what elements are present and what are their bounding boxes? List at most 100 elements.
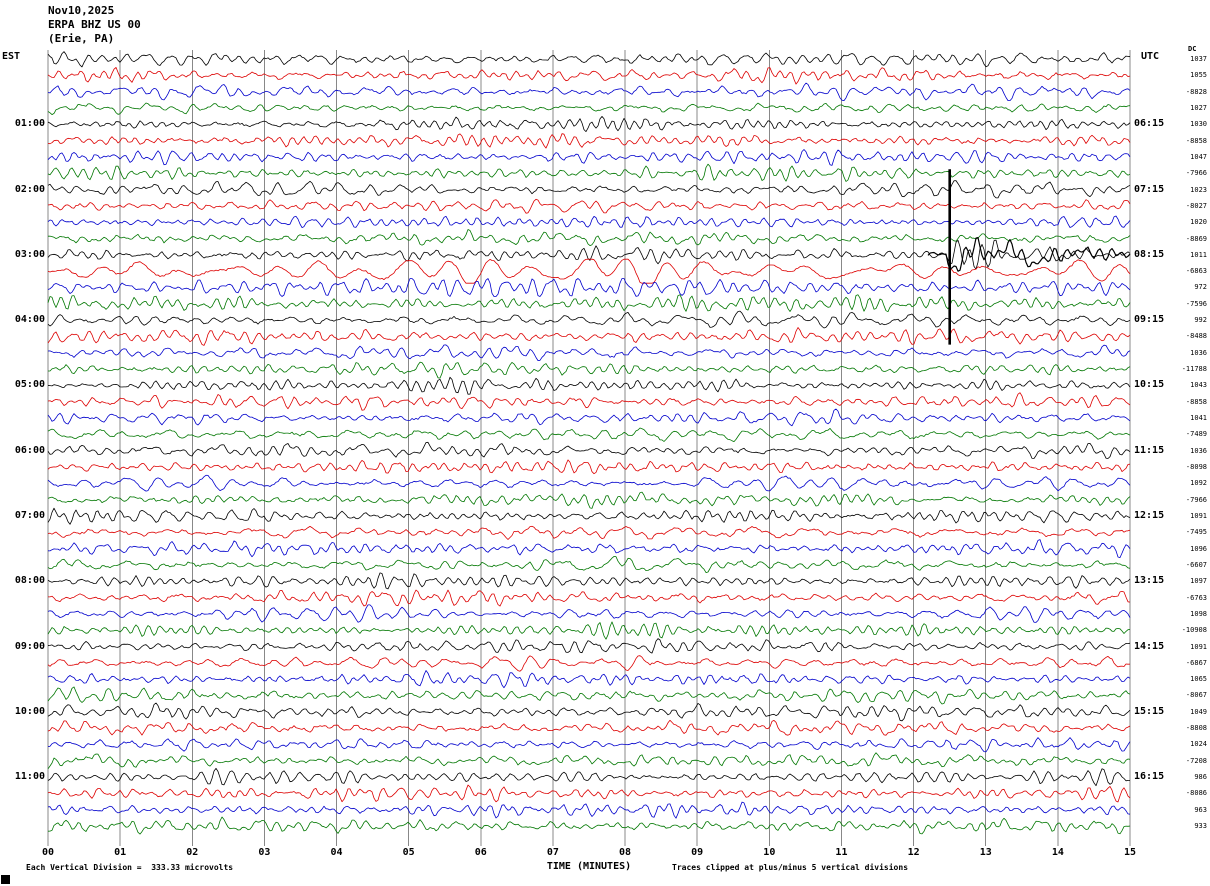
- utc-hour-label: 06:15: [1134, 118, 1165, 130]
- dc-offset-value: -8858: [1185, 397, 1207, 406]
- x-tick-label: 02: [186, 847, 199, 858]
- x-axis-title: TIME (MINUTES): [546, 861, 632, 872]
- dc-offset-value: -6763: [1185, 593, 1207, 602]
- dc-offset-value: 1036: [1190, 446, 1207, 455]
- seismic-trace-row: [47, 638, 1131, 654]
- dc-offset-value: -8858: [1185, 136, 1207, 145]
- utc-hour-label: 13:15: [1134, 575, 1165, 587]
- dc-offset-value: 1092: [1190, 479, 1207, 488]
- est-hour-label: 02:00: [14, 183, 45, 195]
- seismic-trace-row: [47, 507, 1131, 525]
- est-hour-label: 11:00: [14, 771, 45, 783]
- dc-offset-value: 1096: [1190, 544, 1207, 553]
- dc-offset-value: 1055: [1190, 71, 1207, 80]
- x-tick-label: 10: [763, 847, 776, 858]
- est-hour-label: 09:00: [14, 640, 45, 652]
- header-date: Nov10,2025: [48, 4, 115, 17]
- utc-hour-label: 09:15: [1134, 314, 1165, 326]
- dc-offset-value: 1030: [1190, 120, 1207, 129]
- dc-offset-value: -7596: [1185, 299, 1207, 308]
- dc-offset-value: -6607: [1185, 560, 1207, 569]
- dc-offset-value: 1020: [1190, 218, 1207, 227]
- dc-offset-value: 1024: [1190, 740, 1207, 749]
- seismic-trace-row: [47, 752, 1131, 770]
- seismic-trace-row: [47, 784, 1131, 803]
- seismic-trace-row: [47, 82, 1131, 101]
- utc-hour-label: 12:15: [1134, 509, 1165, 521]
- vertical-division-note: Each Vertical Division = 333.33 microvol…: [26, 863, 234, 872]
- dc-offset-value: -6867: [1185, 658, 1207, 667]
- seismic-trace-row: [47, 702, 1131, 722]
- dc-offset-value: 1011: [1190, 250, 1207, 259]
- seismic-trace-row: [47, 310, 1131, 329]
- seismic-trace-row: [47, 376, 1131, 395]
- dc-offset-value: -8086: [1185, 789, 1207, 798]
- seismic-trace-row: [47, 294, 1131, 313]
- dc-offset-value: -8808: [1185, 724, 1207, 733]
- utc-hour-label: 14:15: [1134, 640, 1165, 652]
- dc-offset-value: 1047: [1190, 152, 1207, 161]
- est-hour-label: 07:00: [14, 509, 45, 521]
- dc-offset-value: 1041: [1190, 414, 1207, 423]
- x-tick-label: 07: [546, 847, 559, 858]
- dc-offset-value: -8488: [1185, 332, 1207, 341]
- x-tick-label: 08: [619, 847, 632, 858]
- dc-offset-value: 992: [1194, 316, 1207, 325]
- utc-hour-label: 10:15: [1134, 379, 1165, 391]
- dc-offset-value: 1036: [1190, 348, 1207, 357]
- x-tick-label: 14: [1051, 847, 1064, 858]
- seismic-trace-row: [47, 198, 1131, 214]
- seismic-trace-row: [47, 621, 1131, 640]
- seismic-trace-row: [47, 670, 1131, 689]
- seismic-trace-row: [47, 767, 1130, 787]
- dc-column-label: DC: [1188, 45, 1197, 53]
- dc-offset-value: -8869: [1185, 234, 1207, 243]
- est-hour-label: 06:00: [14, 444, 45, 456]
- dc-offset-value: 1049: [1190, 707, 1207, 716]
- dc-offset-value: -11788: [1181, 365, 1207, 374]
- seismic-trace-row: [47, 427, 1131, 443]
- dc-offset-value: 933: [1194, 822, 1207, 831]
- x-tick-label: 15: [1123, 847, 1137, 858]
- x-tick-label: 01: [114, 847, 127, 858]
- seismic-trace-row: [48, 589, 1131, 607]
- x-tick-label: 05: [402, 847, 415, 858]
- seismic-trace-row: [47, 327, 1131, 346]
- x-tick-label: 09: [691, 847, 704, 858]
- dc-offset-value: 1043: [1190, 381, 1207, 390]
- dc-offset-value: 1091: [1190, 511, 1207, 520]
- left-axis-label: EST: [2, 51, 21, 62]
- seismic-trace-row: [47, 163, 1131, 182]
- est-hour-label: 03:00: [14, 248, 45, 260]
- dc-offset-value: -6863: [1185, 267, 1207, 276]
- utc-hour-label: 08:15: [1134, 248, 1165, 260]
- seismic-trace-row: [927, 237, 1131, 272]
- dc-offset-value: -7208: [1185, 756, 1207, 765]
- seismic-trace-row: [47, 51, 1131, 68]
- seismic-trace-row: [47, 816, 1131, 835]
- utc-hour-label: 16:15: [1134, 771, 1165, 783]
- est-hour-label: 05:00: [14, 379, 45, 391]
- seismic-trace-row: [48, 361, 1131, 379]
- header-station: ERPA BHZ US 00: [48, 18, 141, 31]
- dc-offset-value: -7966: [1185, 169, 1207, 178]
- seismic-trace-row: [47, 102, 1131, 115]
- seismic-trace-row: [47, 408, 1131, 427]
- utc-hour-label: 07:15: [1134, 183, 1165, 195]
- seismic-trace-row: [47, 491, 1131, 509]
- seismic-trace-row: [47, 604, 1131, 623]
- seismic-trace-row: [47, 180, 1131, 199]
- corner-mark: [1, 875, 10, 884]
- x-tick-label: 12: [907, 847, 920, 858]
- est-hour-label: 01:00: [14, 118, 45, 130]
- seismic-trace-row: [47, 278, 1131, 297]
- x-tick-label: 11: [835, 847, 848, 858]
- seismic-trace-row: [47, 556, 1131, 573]
- seismic-trace-row: [47, 133, 1131, 149]
- seismic-trace-row: [47, 258, 1131, 284]
- utc-hour-label: 11:15: [1134, 444, 1165, 456]
- dc-offset-value: -8828: [1185, 87, 1207, 96]
- est-hour-label: 08:00: [14, 575, 45, 587]
- dc-offset-value: -8027: [1185, 201, 1207, 210]
